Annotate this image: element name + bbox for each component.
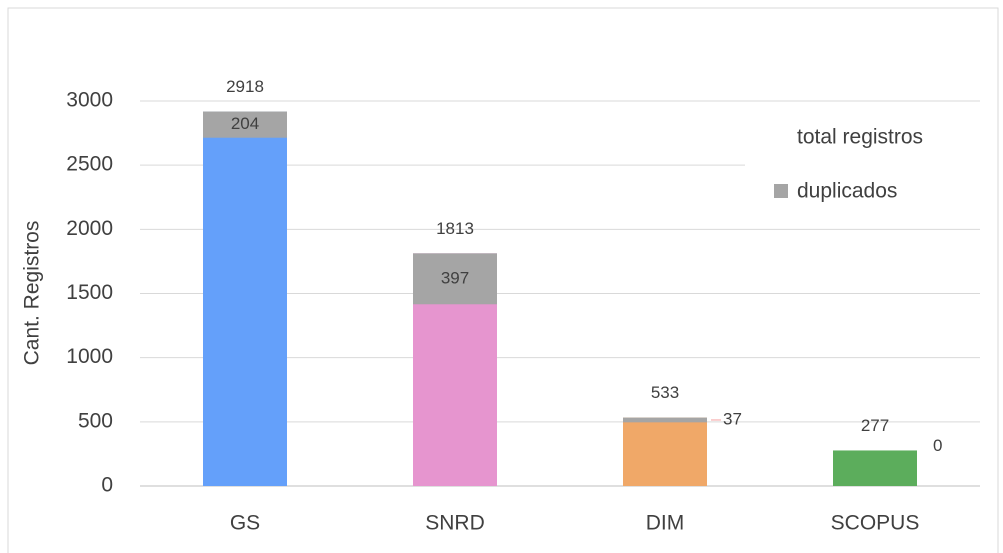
y-tick-label: 3000 [66, 89, 113, 112]
y-tick-label: 2500 [66, 153, 113, 176]
y-tick-label: 500 [78, 409, 113, 432]
bar-segment [623, 417, 707, 423]
legend-background [745, 115, 980, 215]
data-label: 533 [651, 383, 679, 402]
data-label: 397 [441, 268, 469, 287]
bar [203, 111, 287, 487]
data-label: 0 [933, 436, 942, 455]
data-label: 204 [231, 114, 259, 133]
x-tick-label: DIM [646, 512, 685, 535]
bar [833, 450, 917, 486]
y-tick-label: 2000 [66, 217, 113, 240]
legend-swatch [774, 184, 788, 198]
bar [623, 417, 707, 486]
data-label: 277 [861, 416, 889, 435]
bar-segment [203, 111, 287, 138]
legend-label: total registros [797, 126, 923, 149]
data-label: 2918 [226, 77, 264, 96]
chart-frame [7, 7, 999, 553]
data-label: 1813 [436, 219, 474, 238]
legend-label: duplicados [797, 180, 897, 203]
x-tick-label: GS [230, 512, 260, 535]
data-label: 37 [723, 409, 742, 428]
x-tick-label: SCOPUS [831, 512, 920, 535]
y-tick-label: 1000 [66, 345, 113, 368]
y-tick-label: 0 [101, 474, 113, 497]
y-axis-label: Cant. Registros [21, 221, 44, 366]
y-tick-label: 1500 [66, 281, 113, 304]
bar-segment [413, 253, 497, 305]
x-tick-label: SNRD [425, 512, 485, 535]
